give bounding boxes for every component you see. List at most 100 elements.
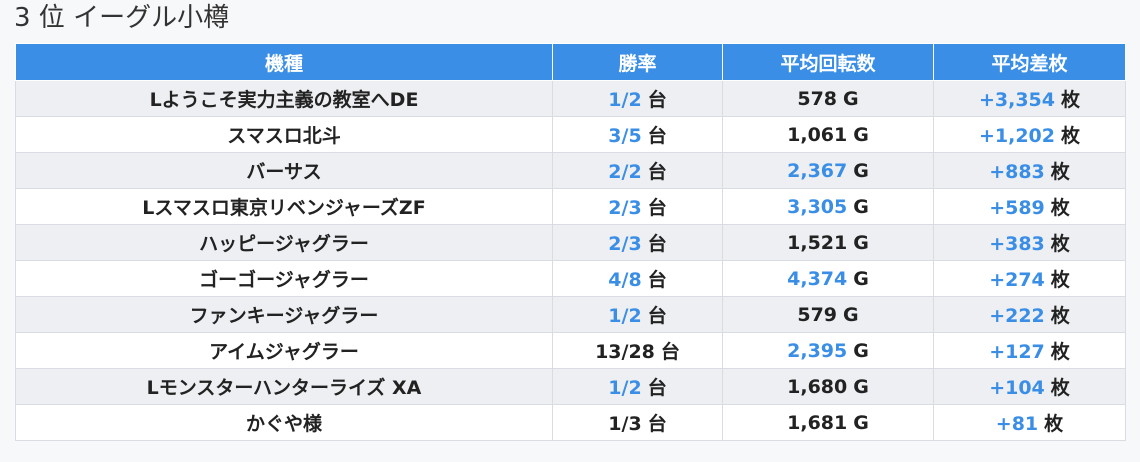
avg-diff-cell-value: +1,202 <box>978 125 1055 147</box>
avg-diff-cell-unit: 枚 <box>1061 125 1081 147</box>
avg-spins-cell: 1,061 G <box>722 116 934 153</box>
avg-diff-cell-value: +3,354 <box>978 89 1055 111</box>
avg-spins-cell-value: 1,681 <box>787 411 848 434</box>
table-header-row: 機種 勝率 平均回転数 平均差枚 <box>15 43 1126 81</box>
avg-spins-cell-value: 2,395 <box>787 339 848 362</box>
avg-diff-cell: +1,202 枚 <box>933 116 1126 153</box>
table-row: アイムジャグラー 13/28 台 2,395 G +127 枚 <box>15 332 1126 369</box>
avg-spins-cell-value: 1,521 <box>787 231 848 254</box>
table-row: ハッピージャグラー 2/3 台 1,521 G +383 枚 <box>15 224 1126 261</box>
win-rate-cell-value: 1/2 <box>608 305 642 327</box>
avg-diff-cell-value: +883 <box>989 161 1045 183</box>
win-rate-cell-unit: 台 <box>647 161 667 183</box>
win-rate-cell: 2/3 台 <box>552 224 723 261</box>
machine-name-cell: アイムジャグラー <box>15 332 553 369</box>
avg-spins-cell-unit: G <box>853 231 869 254</box>
avg-diff-cell: +3,354 枚 <box>933 80 1126 117</box>
avg-spins-cell: 579 G <box>722 296 934 333</box>
avg-diff-cell-value: +589 <box>989 197 1045 219</box>
machine-name-cell: ハッピージャグラー <box>15 224 553 261</box>
table-row: バーサス 2/2 台 2,367 G +883 枚 <box>15 152 1126 189</box>
machine-name-cell: Lようこそ実力主義の教室へDE <box>15 80 553 117</box>
avg-diff-cell-value: +274 <box>989 269 1045 291</box>
avg-spins-cell-value: 579 <box>797 303 838 326</box>
win-rate-cell: 13/28 台 <box>552 332 723 369</box>
table-body: Lようこそ実力主義の教室へDE 1/2 台 578 G +3,354 枚スマスロ北斗 3/5 台… <box>15 80 1126 441</box>
win-rate-cell-value: 1/2 <box>608 89 642 111</box>
avg-spins-cell: 4,374 G <box>722 260 934 297</box>
machine-name-cell: Lスマスロ東京リベンジャーズZF <box>15 188 553 225</box>
win-rate-cell: 1/2 台 <box>552 368 723 405</box>
win-rate-cell-value: 2/2 <box>608 161 642 183</box>
avg-spins-cell-unit: G <box>843 303 859 326</box>
page-title: 3 位 イーグル小樽 <box>14 3 230 33</box>
win-rate-cell: 1/2 台 <box>552 80 723 117</box>
avg-spins-cell: 1,680 G <box>722 368 934 405</box>
win-rate-cell-unit: 台 <box>647 269 667 291</box>
win-rate-cell-value: 13/28 <box>595 341 655 363</box>
header-win-rate: 勝率 <box>552 43 723 81</box>
table-row: Lスマスロ東京リベンジャーズZF 2/3 台 3,305 G +589 枚 <box>15 188 1126 225</box>
table-row: ファンキージャグラー 1/2 台 579 G +222 枚 <box>15 296 1126 333</box>
avg-spins-cell-value: 578 <box>797 87 838 110</box>
table-row: ゴーゴージャグラー 4/8 台 4,374 G +274 枚 <box>15 260 1126 297</box>
win-rate-cell-value: 3/5 <box>608 125 642 147</box>
avg-spins-cell-unit: G <box>853 159 869 182</box>
avg-spins-cell-unit: G <box>853 123 869 146</box>
machine-name-cell: バーサス <box>15 152 553 189</box>
avg-spins-cell-value: 2,367 <box>787 159 848 182</box>
avg-spins-cell-unit: G <box>853 411 869 434</box>
avg-spins-cell-unit: G <box>853 267 869 290</box>
avg-diff-cell: +222 枚 <box>933 296 1126 333</box>
avg-spins-cell-value: 3,305 <box>787 195 848 218</box>
avg-diff-cell-unit: 枚 <box>1050 377 1070 399</box>
avg-diff-cell-value: +127 <box>989 341 1045 363</box>
table-row: Lようこそ実力主義の教室へDE 1/2 台 578 G +3,354 枚 <box>15 80 1126 117</box>
avg-diff-cell: +383 枚 <box>933 224 1126 261</box>
avg-spins-cell: 2,367 G <box>722 152 934 189</box>
avg-spins-cell: 578 G <box>722 80 934 117</box>
machine-name-cell: ファンキージャグラー <box>15 296 553 333</box>
win-rate-cell: 3/5 台 <box>552 116 723 153</box>
table-row: Lモンスターハンターライズ XA 1/2 台 1,680 G +104 枚 <box>15 368 1126 405</box>
avg-diff-cell-unit: 枚 <box>1050 161 1070 183</box>
win-rate-cell-unit: 台 <box>647 377 667 399</box>
ranking-table: 機種 勝率 平均回転数 平均差枚 Lようこそ実力主義の教室へDE 1/2 台 578 G… <box>15 43 1126 441</box>
avg-diff-cell: +104 枚 <box>933 368 1126 405</box>
win-rate-cell: 2/3 台 <box>552 188 723 225</box>
avg-diff-cell-unit: 枚 <box>1050 341 1070 363</box>
win-rate-cell-value: 2/3 <box>608 233 642 255</box>
avg-spins-cell-unit: G <box>853 375 869 398</box>
avg-diff-cell: +127 枚 <box>933 332 1126 369</box>
win-rate-cell: 2/2 台 <box>552 152 723 189</box>
avg-diff-cell-value: +104 <box>989 377 1045 399</box>
avg-spins-cell: 1,521 G <box>722 224 934 261</box>
win-rate-cell-unit: 台 <box>647 125 667 147</box>
win-rate-cell: 4/8 台 <box>552 260 723 297</box>
header-machine: 機種 <box>15 43 553 81</box>
win-rate-cell-unit: 台 <box>647 233 667 255</box>
header-avg-diff: 平均差枚 <box>933 43 1126 81</box>
avg-diff-cell-unit: 枚 <box>1044 413 1064 435</box>
win-rate-cell-unit: 台 <box>647 413 667 435</box>
win-rate-cell-unit: 台 <box>660 341 680 363</box>
avg-spins-cell-unit: G <box>843 87 859 110</box>
avg-diff-cell-unit: 枚 <box>1050 305 1070 327</box>
avg-diff-cell-unit: 枚 <box>1050 269 1070 291</box>
avg-spins-cell: 2,395 G <box>722 332 934 369</box>
avg-spins-cell-value: 1,061 <box>787 123 848 146</box>
avg-diff-cell: +274 枚 <box>933 260 1126 297</box>
avg-spins-cell-unit: G <box>853 339 869 362</box>
win-rate-cell: 1/2 台 <box>552 296 723 333</box>
avg-spins-cell: 3,305 G <box>722 188 934 225</box>
win-rate-cell-unit: 台 <box>647 197 667 219</box>
avg-diff-cell-unit: 枚 <box>1050 197 1070 219</box>
avg-diff-cell-unit: 枚 <box>1050 233 1070 255</box>
table-row: スマスロ北斗 3/5 台 1,061 G +1,202 枚 <box>15 116 1126 153</box>
avg-diff-cell-value: +383 <box>989 233 1045 255</box>
avg-spins-cell-value: 4,374 <box>787 267 848 290</box>
avg-diff-cell: +589 枚 <box>933 188 1126 225</box>
table-row: かぐや様 1/3 台 1,681 G +81 枚 <box>15 404 1126 441</box>
win-rate-cell-value: 1/3 <box>608 413 642 435</box>
win-rate-cell-unit: 台 <box>647 305 667 327</box>
